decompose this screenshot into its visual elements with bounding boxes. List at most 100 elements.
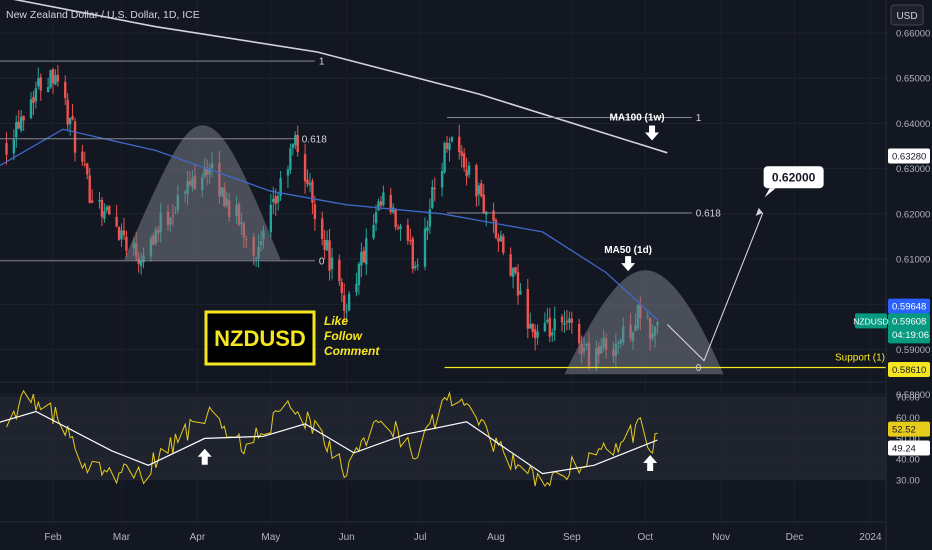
candle (529, 312, 532, 329)
price-axis-label: 0.65000 (896, 74, 930, 85)
candle-body (343, 295, 346, 311)
candle (39, 73, 42, 101)
candle-body (374, 212, 378, 224)
candle-body (433, 187, 436, 190)
candle (83, 151, 87, 168)
rsi-axis-label: 70.00 (896, 393, 920, 404)
cta-like: Like (324, 314, 348, 328)
candle-body (445, 142, 449, 149)
time-axis-label: Oct (637, 532, 653, 543)
candle-body (551, 332, 554, 336)
ma50-badge-box (888, 298, 930, 314)
candle-body (502, 236, 505, 253)
candle-body (90, 200, 94, 203)
candle (482, 184, 485, 214)
rsi-ma-line (0, 410, 658, 475)
candle (355, 272, 358, 297)
candle-body (480, 183, 483, 197)
candle (414, 261, 417, 271)
candle (46, 77, 50, 93)
symbol-tag-text: NZDUSD (853, 316, 888, 326)
candle (117, 226, 121, 241)
candle (526, 278, 529, 339)
candle-body (120, 230, 123, 240)
candle-body (414, 266, 417, 269)
candle-body (492, 210, 495, 221)
candle (103, 203, 106, 223)
candle-body (303, 154, 307, 182)
rsi-pane (0, 389, 658, 487)
candle-body (458, 136, 461, 153)
candle (276, 192, 280, 211)
candle-body (139, 260, 143, 267)
rsi-axis[interactable]: 70.00 60.00 50.00 40.00 30.00 (896, 393, 920, 487)
candle (323, 229, 326, 260)
candle (308, 173, 312, 193)
rsi-axis-label: 30.00 (896, 475, 920, 486)
candle (328, 228, 331, 281)
candle-body (294, 134, 297, 146)
candle-body (345, 311, 348, 313)
candle-body (64, 81, 67, 99)
candle (458, 124, 461, 160)
candle-body (272, 198, 275, 203)
candle (563, 310, 566, 333)
candle-body (103, 211, 106, 219)
candle (19, 110, 23, 133)
candle (502, 233, 505, 256)
candle (86, 162, 89, 180)
candle-body (565, 320, 569, 323)
candle (294, 131, 297, 150)
candle (313, 195, 317, 231)
candle-body (328, 240, 331, 271)
price-axis-label: 0.59000 (896, 345, 930, 356)
candle-body (362, 250, 366, 263)
candle (120, 223, 123, 247)
currency-button[interactable]: USD (890, 4, 924, 26)
candle-body (462, 153, 466, 168)
candle-body (357, 263, 361, 286)
candle (511, 267, 515, 289)
candle (81, 145, 84, 166)
candle-body (12, 139, 16, 154)
candle (325, 230, 329, 251)
candle-body (39, 77, 42, 91)
candle-body (465, 169, 468, 177)
candle-body (73, 121, 77, 153)
candle-body (377, 201, 380, 211)
time-axis[interactable]: Feb Mar Apr May Jun Jul Aug Sep Oct Nov Dec 2024 (44, 532, 882, 543)
candle-body (122, 230, 126, 236)
candle-body (49, 70, 52, 88)
candle-body (460, 151, 463, 156)
candle-body (499, 235, 503, 242)
candle (406, 218, 410, 245)
candle (570, 311, 574, 334)
cta-follow: Follow (324, 329, 363, 343)
candle-body (313, 204, 317, 219)
candle (543, 312, 547, 333)
candle-body (396, 227, 400, 229)
candle (296, 125, 299, 157)
price-axis[interactable]: 0.66000 0.65000 0.64000 0.63000 0.62000 0.610… (896, 29, 930, 402)
support-badge-box (888, 361, 930, 377)
candle (492, 202, 495, 234)
candle-body (54, 75, 57, 85)
candle-body (269, 204, 273, 233)
candle (279, 171, 282, 201)
time-axis-label: 2024 (859, 532, 882, 543)
chart-title: New Zealand Dollar / U.S. Dollar, 1D, IC… (6, 9, 200, 21)
candle-body (563, 322, 566, 325)
candle (291, 143, 295, 156)
candle-body (526, 288, 529, 329)
candle (450, 135, 454, 143)
price-axis-label: 0.64000 (896, 119, 930, 130)
candle-body (308, 182, 312, 186)
candle (122, 217, 126, 240)
candle (286, 165, 290, 189)
candle-body (431, 186, 434, 208)
rsi-badge-box (888, 421, 930, 437)
candle-body (426, 226, 429, 231)
rsi-line (6, 389, 658, 487)
candle-body (482, 194, 485, 213)
